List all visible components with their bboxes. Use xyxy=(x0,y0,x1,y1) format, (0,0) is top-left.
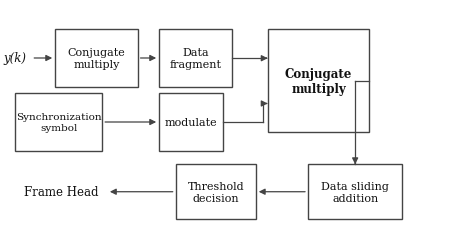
Text: Data
fragment: Data fragment xyxy=(170,48,222,69)
FancyBboxPatch shape xyxy=(15,94,102,151)
Text: modulate: modulate xyxy=(164,117,217,128)
FancyBboxPatch shape xyxy=(55,30,138,87)
FancyBboxPatch shape xyxy=(159,94,223,151)
Text: Conjugate
multiply: Conjugate multiply xyxy=(285,68,352,95)
Text: Frame Head: Frame Head xyxy=(24,185,99,198)
FancyBboxPatch shape xyxy=(159,30,232,87)
Text: Data sliding
addition: Data sliding addition xyxy=(321,181,389,203)
Text: y(k): y(k) xyxy=(3,52,26,65)
FancyBboxPatch shape xyxy=(308,165,402,219)
Text: Synchronization
symbol: Synchronization symbol xyxy=(16,113,101,132)
FancyBboxPatch shape xyxy=(175,165,256,219)
FancyBboxPatch shape xyxy=(268,30,369,133)
Text: Threshold
decision: Threshold decision xyxy=(187,181,244,203)
Text: Conjugate
multiply: Conjugate multiply xyxy=(67,48,125,69)
